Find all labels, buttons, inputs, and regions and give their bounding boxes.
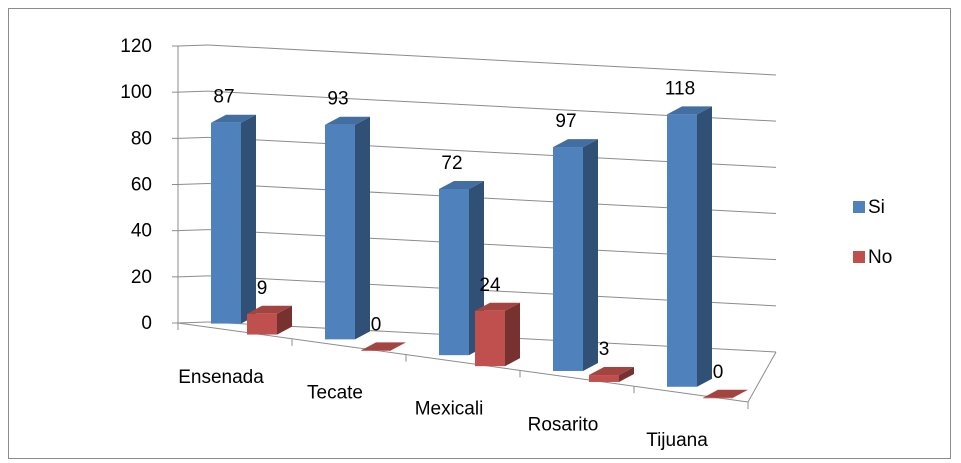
bar-si-front — [667, 114, 697, 387]
legend: Si No — [853, 197, 892, 268]
gridline-side — [177, 90, 209, 93]
bar-no-front — [589, 375, 619, 382]
bar-no-top — [703, 389, 748, 398]
y-tick-label: 40 — [131, 221, 152, 242]
y-tick-label: 60 — [131, 175, 152, 196]
gridline-side — [177, 275, 209, 278]
y-tick-label: 80 — [131, 128, 152, 149]
legend-entry: No — [868, 247, 892, 268]
x-category-label: Rosarito — [528, 414, 599, 435]
floor-right-edge — [747, 351, 777, 403]
data-label-no: 24 — [479, 275, 501, 296]
bar-no-top — [475, 302, 520, 311]
bar-no — [475, 302, 520, 367]
bar-no-side — [277, 305, 292, 335]
bar-si — [439, 180, 484, 356]
legend-entry: Si — [868, 197, 885, 218]
gridline-side — [177, 229, 209, 232]
bar-no-top — [589, 367, 634, 376]
data-label-si: 118 — [665, 78, 695, 99]
gridline-side — [177, 136, 209, 139]
gridline-side — [177, 44, 209, 47]
bar-si-front — [211, 122, 241, 324]
bar-si-front — [325, 124, 355, 340]
gridline — [207, 44, 777, 76]
bar-si-top — [211, 114, 256, 123]
data-label-si: 72 — [441, 153, 462, 174]
bar-si-side — [583, 139, 598, 371]
bar-si-front — [439, 188, 469, 356]
data-label-si: 93 — [327, 89, 348, 110]
data-label-si: 97 — [555, 111, 576, 132]
bar-si — [667, 106, 712, 387]
bar-no — [589, 367, 634, 382]
y-tick-label: 100 — [120, 82, 152, 103]
x-category-label: Mexicali — [415, 399, 484, 420]
bar-no-front — [475, 310, 505, 367]
bar-no-front — [361, 350, 391, 351]
y-tick-label: 0 — [141, 313, 152, 334]
bar-si-top — [439, 180, 484, 189]
bar-si-side — [697, 106, 712, 387]
bar-si — [553, 139, 598, 371]
bar-no — [361, 342, 406, 351]
bar-no-top — [247, 305, 292, 314]
data-label-no: 9 — [257, 278, 268, 299]
gridline-side — [177, 321, 209, 324]
bar-no — [703, 389, 748, 399]
labels: 0 20 40 60 80 100 120 87 9 Ensenada 93 0 Tecate 72 24 M… — [120, 36, 723, 451]
data-label-no: 0 — [713, 362, 724, 383]
bar-no-front — [247, 313, 277, 335]
data-label-no: 0 — [371, 314, 382, 335]
data-label-no: 3 — [599, 339, 610, 360]
legend-swatch — [853, 201, 865, 213]
x-category-label: Tecate — [307, 383, 363, 404]
bar-si-side — [355, 116, 370, 340]
axes — [172, 45, 777, 409]
bar-si-top — [325, 116, 370, 125]
y-tick-label: 20 — [131, 267, 152, 288]
x-category-label: Ensenada — [178, 367, 264, 388]
gridline-side — [177, 183, 209, 185]
bar-no-top — [361, 342, 406, 351]
bar-si-top — [667, 106, 712, 115]
bar-no-side — [505, 302, 520, 367]
x-category-label: Tijuana — [646, 430, 708, 451]
bar-no — [247, 305, 292, 335]
bar-no-side — [619, 367, 634, 382]
legend-swatch — [853, 251, 865, 263]
data-label-si: 87 — [213, 87, 234, 108]
bar-si-side — [241, 114, 256, 324]
bars — [211, 106, 748, 399]
bar-si — [211, 114, 256, 324]
bar-si-front — [553, 147, 583, 371]
bar-si — [325, 116, 370, 340]
y-tick-label: 120 — [120, 36, 152, 57]
bar-si-top — [553, 139, 598, 148]
bar-no-front — [703, 397, 733, 399]
x-axis-line — [177, 322, 749, 403]
